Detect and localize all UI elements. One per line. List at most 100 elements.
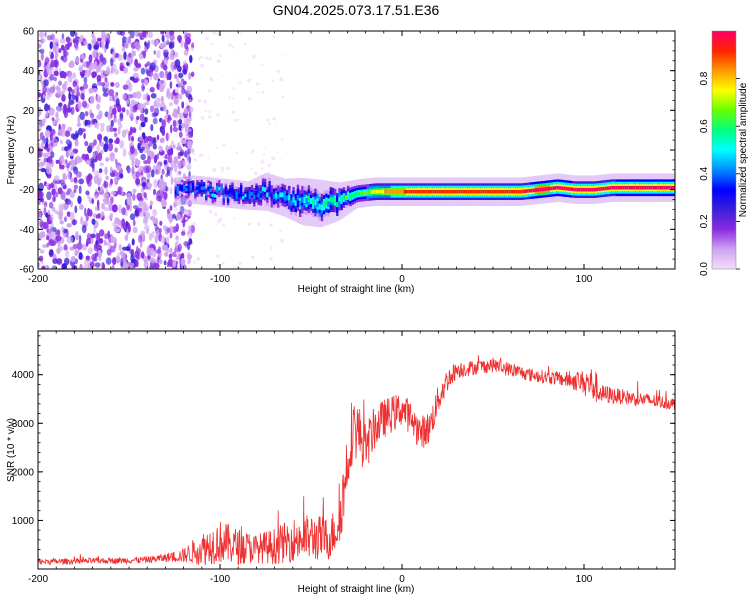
- spectrogram-noise-cell: [66, 223, 72, 228]
- spectrogram-ridge-cell: [436, 189, 439, 194]
- spectrogram-faint-cell: [248, 79, 251, 81]
- spectrogram-ridge-cell: [200, 186, 204, 190]
- spectrogram-ridge-cell: [231, 188, 234, 193]
- spectrogram-noise-cell: [174, 59, 181, 68]
- spectrogram-noise-cell: [79, 263, 83, 269]
- spectrogram-noise-cell: [127, 224, 131, 233]
- spectrogram-noise-cell: [152, 117, 158, 125]
- spectrogram-noise-cell: [135, 77, 140, 82]
- spectrogram-noise-cell: [94, 194, 99, 200]
- spectrogram-noise-cell: [97, 152, 103, 161]
- colorbar-tick-label: 0.8: [699, 71, 710, 85]
- y-tick-label: 4000: [12, 370, 35, 381]
- spectrogram-noise-cell: [63, 80, 69, 86]
- spectrogram-noise-cell: [63, 184, 68, 190]
- spectrogram-noise-cell: [137, 197, 144, 202]
- y-tick-label: 40: [23, 66, 35, 77]
- spectrogram-faint-cell: [197, 57, 201, 61]
- spectrogram-noise-cell: [60, 191, 66, 200]
- spectrogram-ridge-cell: [327, 201, 330, 207]
- spectrogram-noise-cell: [90, 233, 96, 239]
- spectrogram-noise-cell: [134, 158, 139, 165]
- spectrogram-noise-cell: [76, 85, 80, 93]
- spectrogram-noise-cell: [105, 32, 110, 39]
- spectrogram-ridge-cell: [209, 188, 212, 192]
- spectrogram-noise-cell: [100, 211, 105, 217]
- spectrogram-faint-cell: [260, 159, 265, 164]
- spectrogram-faint-cell: [260, 167, 264, 171]
- spectrogram-faint-cell: [192, 221, 196, 226]
- spectrogram-noise-cell: [178, 112, 184, 120]
- spectrogram-faint-cell: [269, 257, 273, 261]
- spectrogram-ylabel: Frequency (Hz): [6, 116, 17, 185]
- spectrogram-faint-cell: [270, 246, 273, 250]
- spectrogram-faint-cell: [216, 219, 221, 224]
- spectrogram-ridge-cell: [211, 193, 214, 197]
- spectrogram-ridge-cell: [351, 193, 354, 198]
- spectrogram-noise-cell: [140, 230, 146, 236]
- spectrogram-noise-cell: [105, 139, 109, 149]
- spectrogram-noise-cell: [80, 58, 84, 63]
- spectrogram-noise-cell: [167, 114, 171, 119]
- spectrogram-ridge-cell: [181, 186, 184, 190]
- spectrogram-noise-cell: [137, 142, 141, 151]
- spectrogram-noise-cell: [60, 73, 65, 79]
- spectrogram-ridge-cell: [216, 187, 219, 191]
- spectrogram-noise-cell: [70, 159, 75, 166]
- spectrogram-noise-cell: [104, 241, 110, 246]
- spectrogram-noise-cell: [91, 118, 95, 125]
- spectrogram-noise-cell: [108, 215, 113, 220]
- spectrogram-noise-cell: [130, 258, 136, 264]
- spectrogram-noise-cell: [45, 141, 49, 149]
- spectrogram-noise-cell: [112, 118, 118, 123]
- spectrogram-faint-cell: [209, 211, 213, 214]
- spectrogram-ridge-cell: [316, 201, 319, 207]
- spectrogram-ridge-cell: [576, 187, 579, 192]
- spectrogram-noise-cell: [84, 207, 87, 217]
- spectrogram-ridge-cell: [218, 186, 221, 191]
- spectrogram-noise-cell: [100, 126, 105, 132]
- spectrogram-ridge-cell: [288, 195, 291, 201]
- spectrogram-noise-cell: [147, 94, 151, 102]
- spectrogram-noise-cell: [38, 60, 42, 68]
- spectrogram-noise-cell: [73, 188, 77, 193]
- x-tick-label: -100: [210, 274, 230, 285]
- spectrogram-noise-cell: [152, 143, 157, 150]
- spectrogram-noise-cell: [158, 80, 162, 85]
- spectrogram-ridge-cell: [596, 187, 599, 192]
- spectrogram-ridge-cell: [530, 188, 533, 193]
- spectrogram-noise-cell: [97, 213, 101, 219]
- spectrogram-noise-cell: [103, 192, 109, 199]
- spectrogram-noise-cell: [76, 91, 81, 97]
- spectrogram-noise-cell: [138, 210, 145, 218]
- spectrogram-noise-cell: [82, 62, 87, 68]
- spectrogram-faint-cell: [256, 82, 260, 86]
- spectrogram-noise-cell: [159, 220, 163, 226]
- spectrogram-noise-cell: [46, 235, 50, 241]
- spectrogram-noise-cell: [140, 251, 145, 259]
- spectrogram-noise-cell: [53, 76, 57, 82]
- spectrogram-noise-cell: [43, 222, 49, 230]
- spectrogram-noise-cell: [177, 152, 181, 160]
- spectrogram-noise-cell: [169, 186, 173, 195]
- spectrogram-ridge-cell: [264, 187, 267, 192]
- spectrogram-faint-cell: [216, 263, 220, 267]
- spectrogram-noise-cell: [83, 76, 88, 84]
- spectrogram-noise-cell: [87, 247, 93, 255]
- spectrogram-ridge-cell: [244, 193, 247, 198]
- spectrogram-noise-cell: [153, 72, 159, 81]
- colorbar-tick-label: 0.6: [699, 119, 710, 133]
- spectrogram-faint-cell: [279, 77, 284, 82]
- spectrogram-noise-cell: [70, 178, 74, 183]
- spectrogram-noise-cell: [172, 119, 177, 128]
- spectrogram-faint-cell: [233, 265, 237, 268]
- spectrogram-noise-cell: [135, 171, 140, 179]
- spectrogram-faint-cell: [175, 135, 178, 138]
- spectrogram-noise-cell: [85, 119, 91, 126]
- spectrogram-noise-cell: [44, 129, 51, 138]
- spectrogram-noise-cell: [53, 70, 59, 77]
- spectrogram-noise-cell: [146, 135, 153, 142]
- spectrogram-ridge-cell: [550, 186, 553, 191]
- spectrogram-ridge-cell: [620, 185, 623, 190]
